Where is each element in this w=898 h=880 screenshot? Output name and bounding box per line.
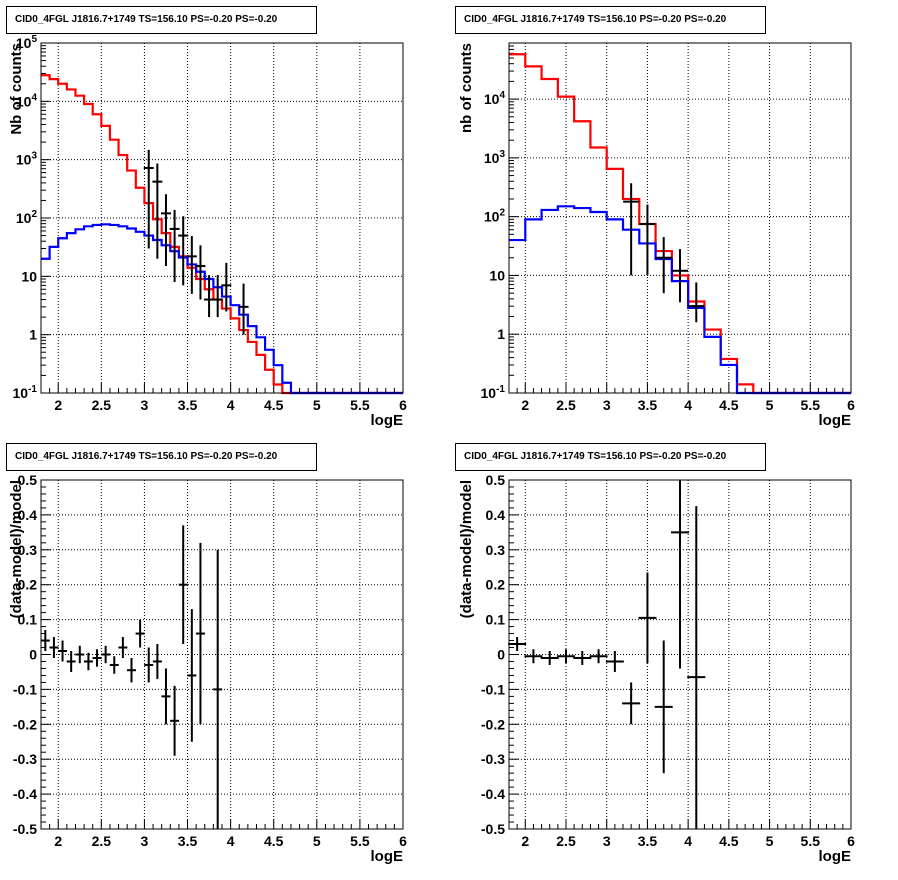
spectrum-pad-left: 2 2.5 3 3.5 4 4.5 5 5.5 6 10-1 1 10 102 103 104 105 logE… (0, 0, 449, 437)
x-axis-title: logE (371, 412, 404, 429)
x-tick-label: 5.5 (350, 397, 370, 413)
y-tick-label: -0.4 (13, 786, 37, 802)
x-tick-label: 2.5 (92, 833, 112, 849)
y-tick-label: -0.3 (481, 751, 505, 767)
chart-title: CID0_4FGL J1816.7+1749 TS=156.10 PS=-0.2… (6, 6, 317, 34)
y-tick-label: 104 (484, 90, 506, 107)
spectrum-pad-right: 2 2.5 3 3.5 4 4.5 5 5.5 6 10-1 1 10 102 103 104 logE nb … (449, 0, 898, 437)
x-tick-label: 5.5 (801, 833, 821, 849)
y-axis-title: Nb of counts (8, 43, 25, 135)
y-tick-label: 10-1 (481, 384, 506, 401)
y-tick-label: 102 (16, 209, 38, 226)
residual-chart-left: 2 2.5 3 3.5 4 4.5 5 5.5 6 -0.5 -0.4 -0.3 -0.2 -0.1 0 0.… (8, 472, 407, 865)
x-tick-label: 6 (399, 397, 407, 413)
x-tick-label: 6 (847, 833, 855, 849)
x-tick-label: 6 (847, 397, 855, 413)
y-tick-label: 0.4 (486, 507, 506, 523)
y-tick-label: 0.4 (18, 507, 38, 523)
x-tick-label: 4.5 (264, 397, 284, 413)
y-axis-title: (data-model)/model (458, 480, 475, 618)
counts-chart-right: 2 2.5 3 3.5 4 4.5 5 5.5 6 10-1 1 10 102 103 104 logE nb … (458, 42, 855, 429)
x-tick-label: 4 (684, 397, 692, 413)
y-tick-label: 102 (484, 208, 506, 225)
counts-chart-left: 2 2.5 3 3.5 4 4.5 5 5.5 6 10-1 1 10 102 103 104 105 logE… (8, 34, 407, 429)
y-tick-label: 0.2 (486, 577, 506, 593)
y-tick-label: 0.5 (18, 472, 38, 488)
y-tick-label: 1 (29, 327, 37, 343)
plot-frame (40, 479, 404, 830)
y-tick-label: 10 (21, 268, 37, 284)
x-tick-label: 3.5 (178, 833, 198, 849)
x-tick-label: 6 (399, 833, 407, 849)
y-tick-label: 104 (16, 92, 38, 109)
x-tick-label: 4 (227, 833, 235, 849)
x-tick-label: 5 (766, 833, 774, 849)
x-axis-title: logE (819, 848, 852, 865)
x-tick-label: 4.5 (719, 833, 739, 849)
plot-frame (508, 479, 852, 830)
x-tick-label: 5.5 (801, 397, 821, 413)
residual-chart-right: 2 2.5 3 3.5 4 4.5 5 5.5 6 -0.5 -0.4 -0.3 -0.2 -0.1 0 0.… (458, 472, 855, 865)
plot-area (509, 43, 851, 393)
x-tick-label: 2 (54, 397, 62, 413)
y-tick-label: -0.5 (481, 821, 505, 837)
x-tick-label: 3.5 (638, 833, 658, 849)
x-tick-label: 2 (521, 833, 529, 849)
plot-frame (40, 42, 404, 394)
residual-pad-right: 2 2.5 3 3.5 4 4.5 5 5.5 6 -0.5 -0.4 -0.3 -0.2 -0.1 0 0.… (449, 437, 898, 875)
x-axis-title: logE (371, 848, 404, 865)
x-tick-label: 2.5 (92, 397, 112, 413)
x-tick-label: 4.5 (719, 397, 739, 413)
residual-pad-left: 2 2.5 3 3.5 4 4.5 5 5.5 6 -0.5 -0.4 -0.3 -0.2 -0.1 0 0.… (0, 437, 449, 875)
y-axis-title: (data-model)/model (8, 480, 25, 618)
y-tick-label: 103 (16, 151, 38, 168)
y-tick-label: 0 (29, 647, 37, 663)
x-tick-label: 2.5 (556, 833, 576, 849)
x-tick-label: 3 (603, 833, 611, 849)
x-tick-label: 3.5 (178, 397, 198, 413)
y-tick-label: 0.3 (18, 542, 38, 558)
y-tick-label: -0.3 (13, 751, 37, 767)
x-tick-label: 4.5 (264, 833, 284, 849)
y-tick-label: -0.2 (481, 716, 505, 732)
y-tick-label: -0.1 (13, 681, 37, 697)
x-tick-label: 3.5 (638, 397, 658, 413)
y-tick-label: 0.3 (486, 542, 506, 558)
chart-title: CID0_4FGL J1816.7+1749 TS=156.10 PS=-0.2… (455, 6, 766, 34)
x-tick-label: 5.5 (350, 833, 370, 849)
x-tick-label: 2.5 (556, 397, 576, 413)
x-tick-label: 3 (141, 833, 149, 849)
chart-title: CID0_4FGL J1816.7+1749 TS=156.10 PS=-0.2… (455, 443, 766, 471)
x-tick-label: 4 (227, 397, 235, 413)
y-tick-label: -0.2 (13, 716, 37, 732)
y-tick-label: 10-1 (13, 384, 38, 401)
x-tick-label: 3 (603, 397, 611, 413)
chart-title: CID0_4FGL J1816.7+1749 TS=156.10 PS=-0.2… (6, 443, 317, 471)
y-tick-label: -0.4 (481, 786, 505, 802)
x-tick-label: 2 (54, 833, 62, 849)
y-tick-label: 0.1 (486, 612, 506, 628)
x-tick-label: 5 (313, 833, 321, 849)
y-tick-label: 0.2 (18, 577, 38, 593)
y-tick-label: 1 (497, 326, 505, 342)
x-axis-title: logE (819, 412, 852, 429)
y-tick-label: -0.5 (13, 821, 37, 837)
y-tick-label: -0.1 (481, 681, 505, 697)
y-axis-title: nb of counts (458, 43, 475, 133)
x-tick-label: 2 (521, 397, 529, 413)
y-tick-label: 0.1 (18, 612, 38, 628)
plot-frame (508, 42, 852, 394)
x-tick-label: 3 (141, 397, 149, 413)
x-tick-label: 4 (684, 833, 692, 849)
y-tick-label: 105 (16, 34, 38, 51)
y-tick-label: 103 (484, 149, 506, 166)
x-tick-label: 5 (766, 397, 774, 413)
y-tick-label: 10 (489, 267, 505, 283)
y-tick-label: 0 (497, 647, 505, 663)
y-tick-label: 0.5 (486, 472, 506, 488)
x-tick-label: 5 (313, 397, 321, 413)
